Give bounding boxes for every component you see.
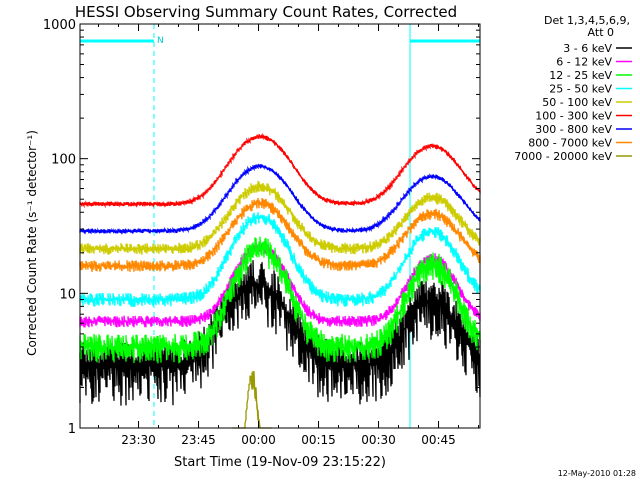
legend-header-line-1: Det 1,3,4,5,6,9,: [544, 14, 630, 27]
legend-label-8: 7000 - 20000 keV: [514, 150, 612, 163]
chart-title: HESSI Observing Summary Count Rates, Cor…: [75, 3, 457, 21]
series-line-4: [79, 180, 481, 255]
x-tick-label-2: 00:00: [241, 433, 276, 447]
x-axis-label: Start Time (19-Nov-09 23:15:22): [174, 455, 386, 470]
legend-label-2: 12 - 25 keV: [549, 69, 612, 82]
legend-label-5: 100 - 300 keV: [535, 110, 612, 123]
plot-frame: [79, 23, 481, 429]
legend-label-4: 50 - 100 keV: [542, 96, 612, 109]
x-axis-ticks: 23:30 23:45 00:00 00:15 00:30 00:45: [98, 24, 480, 447]
legend-label-3: 25 - 50 keV: [549, 83, 612, 96]
y-axis-label: Corrected Count Rate (s⁻¹ detector⁻¹): [25, 130, 39, 356]
y-tick-label-2: 100: [51, 153, 76, 168]
series-line-3: [79, 212, 481, 307]
series-line-5: [79, 132, 481, 209]
legend-label-0: 3 - 6 keV: [563, 42, 612, 55]
series-line-2: [79, 236, 481, 364]
night-flag-label: N: [157, 36, 164, 46]
legend-label-7: 800 - 7000 keV: [528, 137, 612, 150]
y-axis-ticks: 1 10 100 1000: [43, 18, 480, 437]
series-line-7: [79, 197, 481, 273]
y-tick-label-0: 1: [68, 422, 76, 437]
timestamp-label: 12-May-2010 01:28: [558, 469, 636, 478]
series-layer: [79, 132, 481, 429]
x-tick-label-4: 00:30: [361, 433, 396, 447]
x-tick-label-1: 23:45: [181, 433, 216, 447]
y-tick-label-1: 10: [59, 287, 76, 302]
x-tick-label-5: 00:45: [421, 433, 456, 447]
x-tick-label-0: 23:30: [121, 433, 156, 447]
series-line-6: [79, 163, 481, 235]
series-line-0: [79, 260, 481, 406]
y-tick-label-3: 1000: [43, 18, 76, 33]
legend-header-line-2: Att 0: [588, 26, 614, 39]
legend-label-6: 300 - 800 keV: [535, 123, 612, 136]
legend-label-1: 6 - 12 keV: [556, 56, 612, 69]
x-tick-label-3: 00:15: [301, 433, 336, 447]
